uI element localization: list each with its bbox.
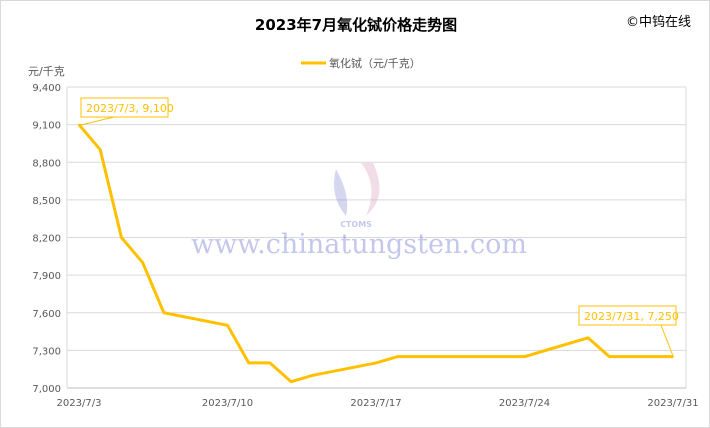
copyright: ©中钨在线 [626, 14, 691, 30]
data-point [417, 355, 420, 358]
y-tick-label: 9,400 [32, 83, 61, 94]
data-point [672, 355, 674, 358]
data-point [459, 355, 462, 358]
watermark-text: www.chinatungsten.com [191, 229, 527, 260]
annotation-end-label: 2023/7/31, 7,250 [584, 310, 679, 323]
y-tick-label: 7,900 [32, 271, 61, 282]
y-tick-label: 7,300 [32, 346, 61, 357]
y-tick-label: 8,800 [32, 158, 61, 169]
data-point [375, 361, 377, 364]
data-point [544, 349, 547, 352]
y-axis-unit: 元/千克 [28, 65, 65, 78]
data-point [247, 361, 250, 364]
annotation-end: 2023/7/31, 7,250 [578, 305, 679, 357]
data-point [311, 374, 314, 377]
y-tick-label: 7,600 [32, 309, 61, 320]
data-point [120, 236, 123, 239]
data-point [608, 355, 611, 358]
x-tick-label: 2023/7/3 [57, 398, 102, 409]
y-tick-label: 7,000 [32, 384, 61, 395]
data-point [565, 343, 568, 346]
legend-label: 氧化铽（元/千克） [329, 56, 421, 70]
watermark: CTOMS www.chinatungsten.com [191, 163, 527, 260]
watermark-logo-text: CTOMS [340, 220, 372, 229]
data-point [162, 311, 165, 314]
data-point [226, 324, 229, 327]
chart-title: 2023年7月氧化铽价格走势图 [255, 16, 457, 34]
y-tick-label: 8,500 [32, 196, 61, 207]
data-point [141, 261, 144, 264]
y-tick-label: 8,200 [32, 234, 61, 245]
watermark-logo [333, 169, 348, 216]
data-point [587, 336, 590, 339]
x-tick-label: 2023/7/17 [350, 398, 401, 409]
watermark-logo-2 [361, 163, 380, 216]
data-point [78, 123, 80, 126]
data-point [396, 355, 399, 358]
x-tick-label: 2023/7/24 [499, 398, 550, 409]
data-point [99, 148, 102, 151]
y-tick-label: 9,100 [32, 121, 61, 132]
data-point [290, 380, 293, 383]
annotation-start: 2023/7/3, 9,100 [80, 97, 174, 126]
x-tick-label: 2023/7/10 [202, 398, 253, 409]
annotation-start-label: 2023/7/3, 9,100 [86, 102, 174, 115]
x-tick-label: 2023/7/31 [647, 398, 698, 409]
data-point [523, 355, 526, 358]
data-point [268, 361, 271, 364]
data-point [438, 355, 441, 358]
